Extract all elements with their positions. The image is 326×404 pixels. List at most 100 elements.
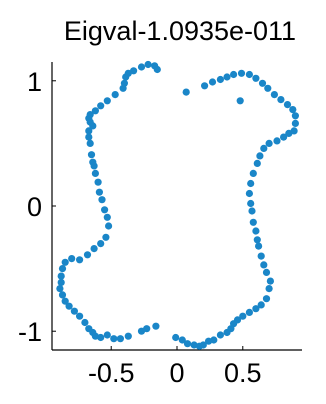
data-point	[153, 65, 161, 74]
data-point	[95, 188, 103, 196]
data-point	[137, 63, 146, 71]
data-point	[237, 69, 246, 77]
data-point	[116, 335, 124, 343]
data-point	[122, 73, 130, 81]
data-point	[70, 307, 78, 315]
data-point	[76, 312, 84, 320]
data-point	[94, 178, 102, 186]
data-point	[124, 332, 132, 340]
data-point	[230, 70, 238, 79]
data-point	[65, 302, 73, 310]
data-point	[97, 333, 105, 342]
data-point	[266, 277, 274, 285]
data-point	[265, 139, 273, 147]
data-point	[216, 75, 224, 84]
data-point	[291, 112, 299, 120]
data-point	[103, 97, 111, 105]
y-tick-label: -1	[18, 317, 42, 347]
data-point	[143, 325, 151, 333]
data-point	[90, 162, 98, 170]
data-point	[264, 84, 272, 92]
data-point	[111, 91, 119, 99]
data-point	[85, 133, 93, 141]
y-tick-label: 1	[27, 67, 42, 97]
data-point	[68, 255, 76, 263]
data-point	[280, 133, 288, 141]
data-point	[119, 84, 127, 92]
data-point	[291, 119, 299, 127]
data-point	[183, 340, 192, 348]
data-point	[76, 256, 84, 264]
x-tick-label: 0	[169, 358, 184, 388]
data-point	[102, 233, 110, 241]
data-point	[249, 169, 257, 177]
data-point	[233, 316, 242, 324]
data-point	[199, 341, 207, 349]
data-point	[87, 151, 96, 159]
data-point	[273, 137, 281, 145]
data-point	[182, 88, 190, 96]
data-point	[91, 107, 99, 115]
data-point	[178, 336, 186, 344]
points-layer	[56, 60, 299, 350]
data-point	[252, 74, 260, 82]
data-point	[258, 79, 267, 87]
data-point	[101, 206, 109, 214]
data-point	[260, 144, 268, 152]
data-point	[85, 127, 93, 135]
data-point	[57, 272, 65, 280]
data-point	[57, 278, 65, 286]
data-point	[252, 227, 260, 235]
data-point	[223, 73, 231, 81]
data-point	[270, 91, 278, 99]
data-point	[283, 101, 292, 109]
chart-title: Eigval-1.0935e-011	[64, 16, 296, 46]
data-point	[144, 60, 152, 69]
data-point	[56, 285, 64, 293]
data-point	[245, 308, 253, 316]
data-point	[247, 199, 255, 208]
data-point	[260, 261, 268, 269]
data-point	[289, 106, 297, 114]
data-point	[253, 236, 261, 244]
data-point	[97, 102, 105, 110]
data-point	[210, 336, 218, 344]
data-point	[265, 285, 273, 293]
data-point	[262, 295, 271, 303]
x-tick-label: -0.5	[88, 358, 135, 388]
data-point	[98, 196, 106, 204]
data-point	[277, 96, 285, 104]
tick-labels-layer: -0.5 0 0.5 1 0 -1	[18, 67, 262, 388]
data-point	[90, 245, 98, 253]
data-point	[83, 251, 92, 259]
data-point	[253, 159, 261, 167]
data-point	[110, 335, 118, 343]
data-point	[201, 82, 209, 90]
data-point	[245, 70, 253, 79]
data-point	[61, 297, 69, 305]
data-point	[152, 322, 160, 330]
data-point	[103, 331, 111, 339]
axis-layer	[51, 62, 302, 351]
data-point	[245, 189, 253, 198]
x-tick-label: 0.5	[224, 358, 262, 388]
data-point	[91, 169, 99, 177]
data-point	[89, 122, 97, 130]
data-point	[247, 179, 255, 188]
data-point	[172, 333, 180, 342]
data-point	[252, 305, 260, 313]
data-point	[257, 301, 265, 309]
data-point	[249, 218, 257, 226]
data-point	[103, 213, 111, 221]
data-point	[208, 78, 217, 86]
data-point	[58, 291, 67, 299]
data-point	[255, 242, 263, 250]
data-point	[256, 152, 264, 160]
data-point	[216, 331, 224, 339]
data-point	[239, 312, 247, 320]
data-point	[248, 207, 256, 215]
data-point	[105, 222, 113, 230]
y-tick-label: 0	[27, 192, 42, 222]
data-point	[81, 318, 89, 327]
